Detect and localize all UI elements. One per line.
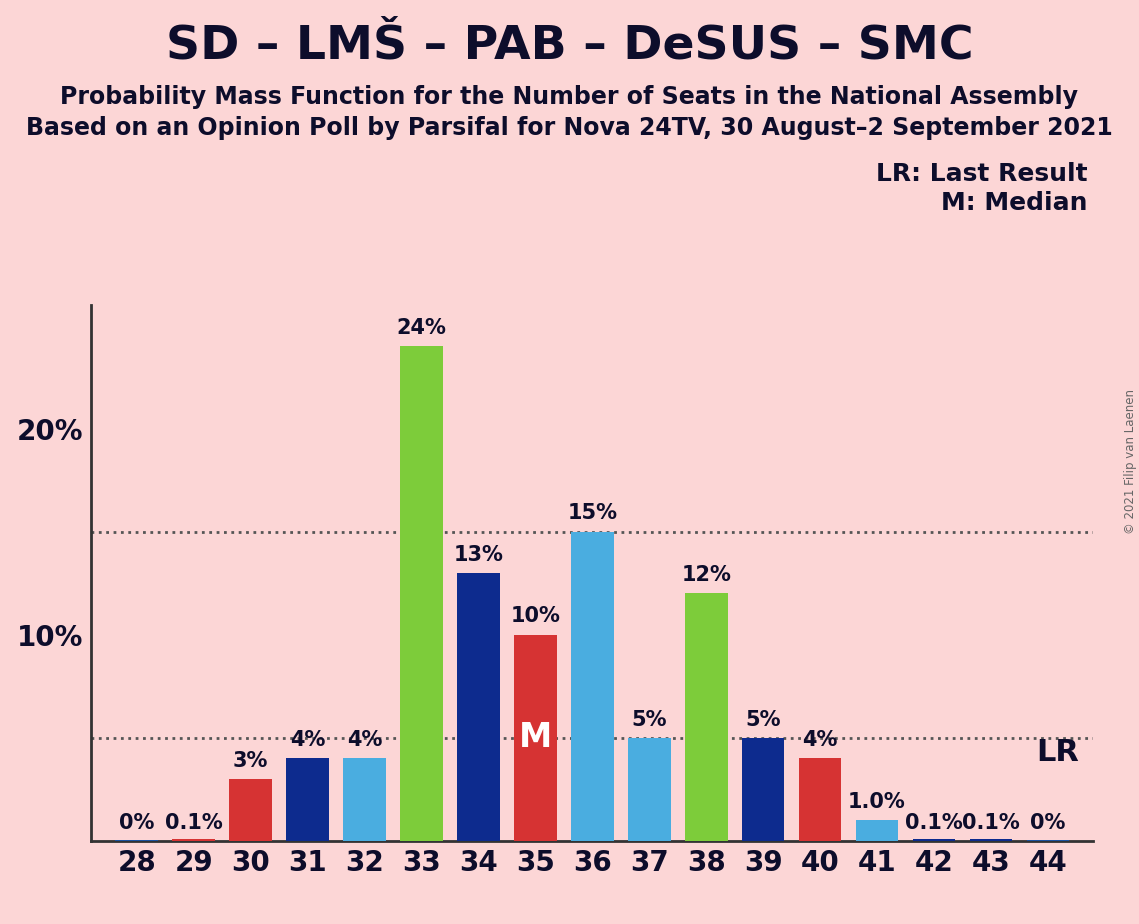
Text: 5%: 5% — [745, 710, 781, 730]
Text: 0%: 0% — [1030, 812, 1066, 833]
Text: M: Median: M: Median — [941, 191, 1088, 215]
Text: M: M — [518, 722, 552, 754]
Bar — [798, 759, 842, 841]
Bar — [741, 737, 785, 841]
Text: 4%: 4% — [346, 730, 383, 750]
Text: 10%: 10% — [510, 606, 560, 626]
Text: Based on an Opinion Poll by Parsifal for Nova 24TV, 30 August–2 September 2021: Based on an Opinion Poll by Parsifal for… — [26, 116, 1113, 140]
Text: Probability Mass Function for the Number of Seats in the National Assembly: Probability Mass Function for the Number… — [60, 85, 1079, 109]
Bar — [172, 839, 215, 841]
Text: 15%: 15% — [567, 504, 617, 523]
Bar — [628, 737, 671, 841]
Text: 0%: 0% — [118, 812, 155, 833]
Bar — [969, 839, 1013, 841]
Bar — [343, 759, 386, 841]
Text: 5%: 5% — [631, 710, 667, 730]
Bar — [229, 779, 272, 841]
Bar — [912, 839, 956, 841]
Bar — [457, 573, 500, 841]
Bar — [855, 821, 899, 841]
Text: © 2021 Filip van Laenen: © 2021 Filip van Laenen — [1124, 390, 1137, 534]
Text: 13%: 13% — [453, 544, 503, 565]
Bar — [571, 531, 614, 841]
Bar — [400, 346, 443, 841]
Text: 4%: 4% — [289, 730, 326, 750]
Text: LR: Last Result: LR: Last Result — [876, 162, 1088, 186]
Text: 24%: 24% — [396, 318, 446, 338]
Text: 0.1%: 0.1% — [165, 812, 222, 833]
Text: 0.1%: 0.1% — [962, 812, 1019, 833]
Text: 12%: 12% — [681, 565, 731, 585]
Bar — [514, 635, 557, 841]
Bar — [115, 840, 158, 841]
Bar — [1026, 840, 1070, 841]
Text: SD – LMŠ – PAB – DeSUS – SMC: SD – LMŠ – PAB – DeSUS – SMC — [165, 23, 974, 68]
Text: 3%: 3% — [232, 751, 269, 771]
Bar — [685, 593, 728, 841]
Text: 4%: 4% — [802, 730, 838, 750]
Text: 1.0%: 1.0% — [849, 792, 906, 812]
Bar — [286, 759, 329, 841]
Text: 0.1%: 0.1% — [906, 812, 962, 833]
Text: LR: LR — [1036, 737, 1080, 767]
